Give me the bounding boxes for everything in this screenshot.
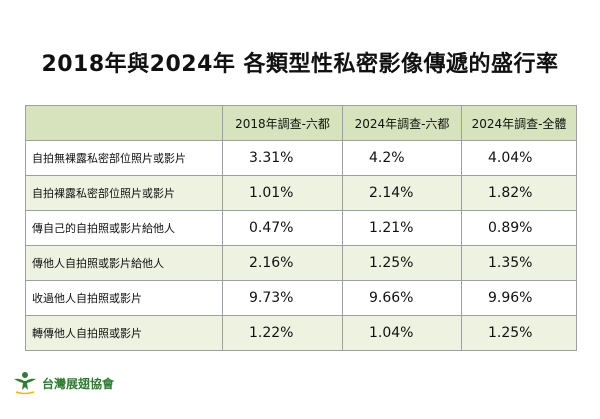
cell-2018: 0.47% (222, 210, 343, 246)
row-label: 轉傳他人自拍照或影片 (25, 315, 223, 351)
cell-2018: 3.31% (222, 140, 343, 176)
prevalence-table: 2018年調查-六都 2024年調查-六都 2024年調查-全體 自拍無裸露私密… (25, 105, 577, 351)
cell-2024-all: 0.89% (461, 210, 577, 246)
cell-2024-all: 1.82% (461, 175, 577, 211)
row-label: 傳自己的自拍照或影片給他人 (25, 210, 223, 246)
cell-2024-six: 2.14% (342, 175, 462, 211)
row-label: 收過他人自拍照或影片 (25, 280, 223, 316)
row-label: 傳他人自拍照或影片給他人 (25, 245, 223, 281)
cell-2024-six: 1.25% (342, 245, 462, 281)
cell-2024-all: 4.04% (461, 140, 577, 176)
cell-2024-six: 1.21% (342, 210, 462, 246)
page-title: 2018年與2024年 各類型性私密影像傳遞的盛行率 (41, 52, 559, 77)
cell-2018: 9.73% (222, 280, 343, 316)
cell-2024-six: 9.66% (342, 280, 462, 316)
org-name: 台灣展翅協會 (42, 376, 115, 391)
table-row: 轉傳他人自拍照或影片 1.22% 1.04% 1.25% (25, 315, 577, 351)
winged-figure-logo-icon (14, 372, 36, 395)
table-row: 收過他人自拍照或影片 9.73% 9.66% 9.96% (25, 280, 577, 316)
row-label: 自拍裸露私密部位照片或影片 (25, 175, 223, 211)
cell-2024-six: 1.04% (342, 315, 462, 351)
header-cell-empty (25, 105, 223, 141)
cell-2024-all: 9.96% (461, 280, 577, 316)
table-row: 傳自己的自拍照或影片給他人 0.47% 1.21% 0.89% (25, 210, 577, 246)
row-label: 自拍無裸露私密部位照片或影片 (25, 140, 223, 176)
header-cell-2024-all: 2024年調查-全體 (461, 105, 577, 141)
header-cell-2024-six-cities: 2024年調查-六都 (342, 105, 462, 141)
header-cell-2018-six-cities: 2018年調查-六都 (222, 105, 343, 141)
cell-2024-six: 4.2% (342, 140, 462, 176)
cell-2018: 2.16% (222, 245, 343, 281)
table-header-row: 2018年調查-六都 2024年調查-六都 2024年調查-全體 (25, 105, 577, 141)
table-row: 傳他人自拍照或影片給他人 2.16% 1.25% 1.35% (25, 245, 577, 281)
cell-2018: 1.01% (222, 175, 343, 211)
org-logo: 台灣展翅協會 (12, 370, 114, 396)
table-row: 自拍裸露私密部位照片或影片 1.01% 2.14% 1.82% (25, 175, 577, 211)
table-row: 自拍無裸露私密部位照片或影片 3.31% 4.2% 4.04% (25, 140, 577, 176)
cell-2024-all: 1.25% (461, 315, 577, 351)
cell-2024-all: 1.35% (461, 245, 577, 281)
cell-2018: 1.22% (222, 315, 343, 351)
